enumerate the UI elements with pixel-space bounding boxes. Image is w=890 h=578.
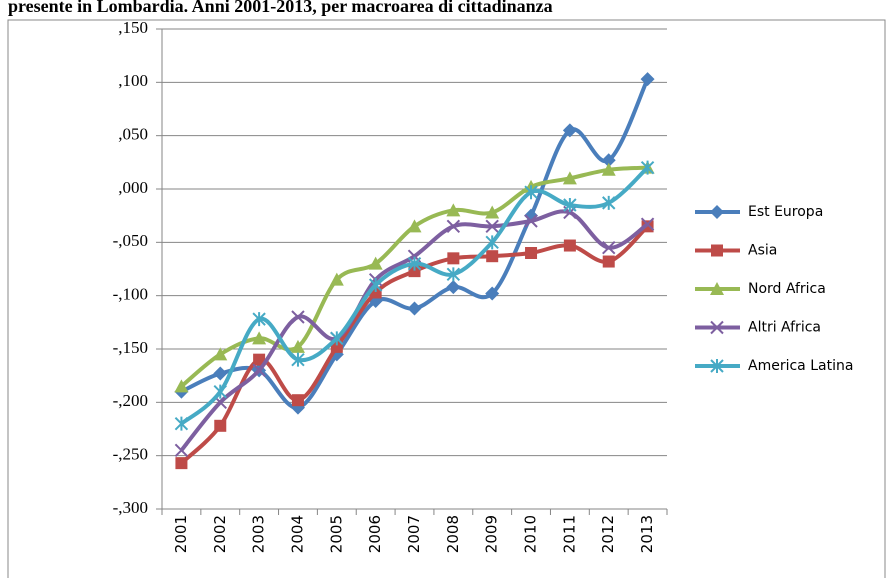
x-tick-label: 2010: [522, 515, 540, 553]
marker: [563, 198, 577, 212]
x-tick-label: 2006: [366, 515, 384, 553]
marker: [563, 239, 576, 252]
marker: [602, 255, 615, 268]
legend-label: America Latina: [748, 358, 853, 374]
y-tick-label: -,050: [113, 231, 148, 250]
marker: [291, 310, 305, 324]
marker: [562, 171, 577, 185]
y-tick-label: -,300: [113, 498, 148, 517]
marker: [291, 394, 304, 407]
marker: [447, 252, 460, 265]
y-tick-label: -,250: [113, 445, 148, 464]
marker: [290, 339, 305, 353]
marker: [640, 217, 655, 231]
y-tick-label: ,050: [118, 125, 148, 144]
marker: [524, 185, 538, 200]
marker: [485, 286, 500, 301]
marker: [329, 272, 344, 286]
marker: [330, 331, 344, 346]
marker: [710, 282, 724, 295]
x-tick-label: 2002: [211, 515, 229, 553]
marker: [213, 384, 227, 399]
x-tick-label: 2001: [172, 515, 190, 553]
marker: [368, 278, 383, 292]
marker: [252, 312, 266, 327]
marker: [446, 267, 461, 282]
y-tick-label: ,100: [118, 71, 148, 90]
marker: [711, 244, 723, 257]
x-tick-label: 2012: [599, 515, 617, 553]
legend-label: Altri Africa: [748, 320, 821, 336]
marker: [640, 160, 655, 175]
marker: [602, 240, 616, 255]
x-tick-label: 2005: [327, 515, 345, 553]
marker: [368, 256, 383, 270]
x-tick-label: 2011: [560, 515, 578, 553]
marker: [710, 359, 724, 373]
marker: [446, 203, 461, 217]
marker: [407, 219, 422, 233]
x-tick-label: 2009: [483, 515, 501, 553]
chart-frame: [7, 19, 886, 578]
marker: [601, 153, 616, 168]
marker: [446, 280, 461, 295]
marker: [174, 416, 189, 431]
marker: [213, 347, 228, 361]
x-tick-label: 2013: [638, 515, 656, 553]
legend-label: Asia: [748, 243, 777, 259]
chart-title: presente in Lombardia. Anni 2001-2013, p…: [8, 0, 553, 16]
marker: [174, 443, 189, 458]
legend-label: Est Europa: [748, 204, 823, 220]
marker: [252, 363, 266, 378]
marker: [175, 457, 188, 470]
marker: [485, 205, 500, 219]
x-tick-label: 2008: [444, 515, 462, 553]
legend-label: Nord Africa: [748, 281, 826, 297]
y-tick-label: -,100: [113, 285, 148, 304]
marker: [252, 331, 267, 345]
marker: [710, 205, 724, 219]
y-tick-label: -,200: [113, 391, 148, 410]
marker: [408, 265, 421, 278]
marker: [253, 353, 266, 366]
marker: [485, 235, 499, 250]
marker: [407, 301, 422, 316]
marker: [710, 320, 724, 335]
marker: [562, 123, 577, 138]
x-tick-label: 2003: [250, 515, 268, 553]
x-tick-label: 2007: [405, 515, 423, 553]
marker: [446, 219, 461, 234]
marker: [174, 379, 189, 393]
marker: [291, 352, 305, 367]
marker: [486, 250, 499, 263]
y-tick-label: ,150: [118, 18, 148, 37]
marker: [524, 214, 538, 228]
y-tick-label: -,150: [113, 338, 148, 357]
y-tick-label: ,000: [118, 178, 148, 197]
marker: [485, 219, 499, 234]
marker: [213, 366, 228, 381]
marker: [525, 247, 538, 259]
marker: [602, 195, 616, 210]
marker: [407, 256, 422, 271]
marker: [640, 72, 655, 87]
marker: [214, 419, 227, 432]
x-tick-label: 2004: [288, 515, 306, 553]
marker: [601, 162, 616, 176]
